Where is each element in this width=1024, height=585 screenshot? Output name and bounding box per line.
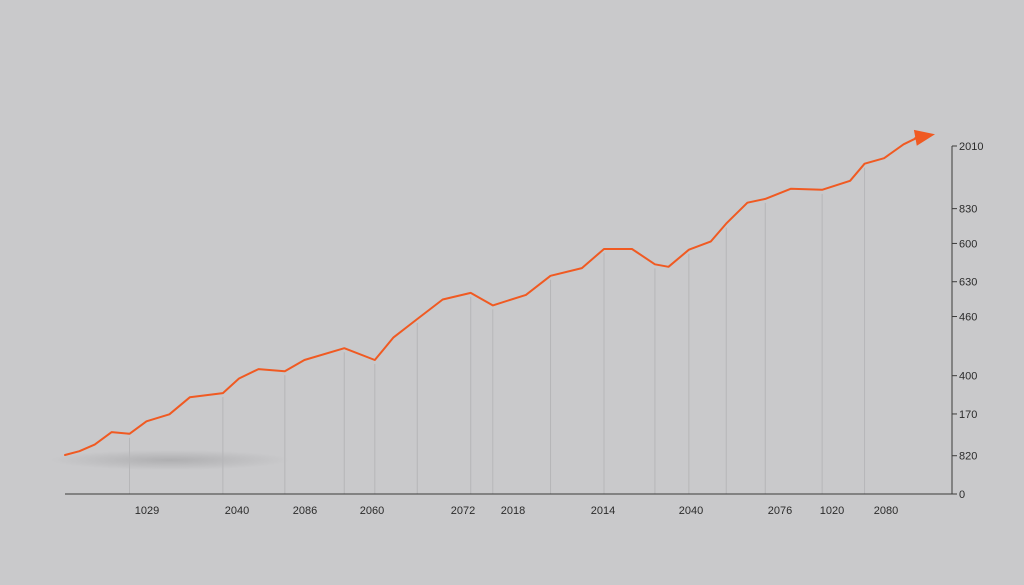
- y-axis-tick-labels: 2010 830 600 630 460 400 170 820 0: [959, 141, 983, 501]
- x-tick-label: 2080: [874, 505, 898, 517]
- series-layer: [64, 129, 935, 456]
- x-tick-label: 2086: [293, 505, 317, 517]
- x-tick-label: 2076: [768, 505, 792, 517]
- y-tick-label: 830: [959, 204, 977, 216]
- y-axis-ticks: [952, 145, 957, 495]
- x-tick-label: 2014: [591, 505, 615, 517]
- x-tick-label: 1029: [135, 505, 159, 517]
- line-start-shadow: [50, 450, 290, 470]
- series-line: [64, 136, 919, 456]
- x-tick-label: 1020: [820, 505, 844, 517]
- y-tick-label: 400: [959, 371, 977, 383]
- y-tick-label: 820: [959, 451, 977, 463]
- y-tick-label: 600: [959, 238, 977, 250]
- x-tick-label: 2072: [451, 505, 475, 517]
- gridlines: [129, 167, 866, 494]
- arrow-head-icon: [913, 129, 935, 146]
- y-tick-label: 0: [959, 489, 965, 501]
- x-tick-label: 2040: [225, 505, 249, 517]
- x-tick-label: 2018: [501, 505, 525, 517]
- x-tick-label: 2060: [360, 505, 384, 517]
- y-tick-label: 460: [959, 312, 977, 324]
- y-tick-label: 170: [959, 409, 977, 421]
- x-axis-tick-labels: 1029 2040 2086 2060 2072 2018 2014 2040 2076 1020…: [135, 505, 898, 517]
- x-tick-label: 2040: [679, 505, 703, 517]
- y-tick-label: 630: [959, 277, 977, 289]
- y-tick-label: 2010: [959, 141, 983, 153]
